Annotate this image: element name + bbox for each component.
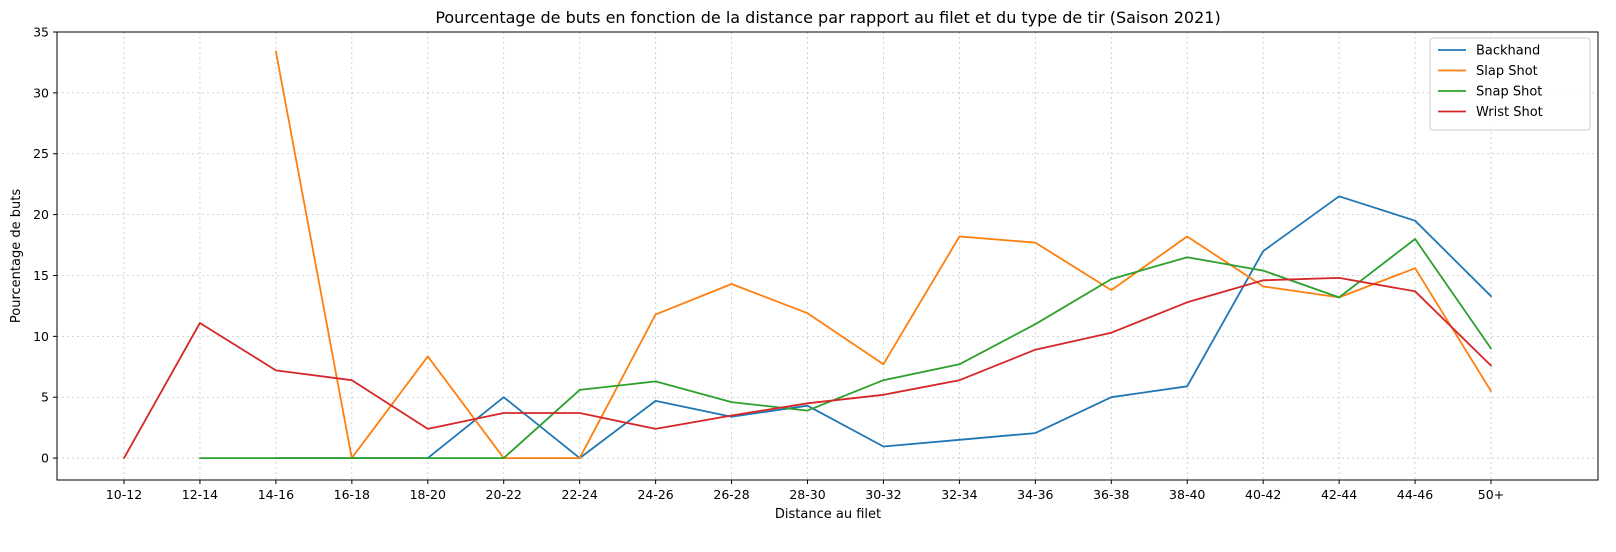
x-tick-label: 32-34	[941, 487, 977, 502]
x-tick-label: 16-18	[334, 487, 370, 502]
x-axis-label: Distance au filet	[775, 507, 881, 522]
y-tick-label: 30	[33, 85, 49, 100]
y-tick-label: 0	[41, 451, 49, 466]
legend-label-snap-shot: Snap Shot	[1476, 85, 1542, 100]
x-tick-label: 18-20	[410, 487, 446, 502]
x-tick-label: 10-12	[106, 487, 142, 502]
y-axis-label: Pourcentage de buts	[9, 189, 24, 323]
x-tick-label: 34-36	[1017, 487, 1053, 502]
series-lines	[123, 50, 1492, 460]
x-tick-label: 26-28	[713, 487, 749, 502]
x-tick-label: 50+	[1478, 487, 1504, 502]
series-line-snap-shot	[198, 238, 1492, 460]
x-tick-label: 42-44	[1321, 487, 1357, 502]
legend-label-wrist-shot: Wrist Shot	[1476, 105, 1543, 120]
series-line-slap-shot	[274, 50, 1492, 460]
x-tick-label: 40-42	[1245, 487, 1281, 502]
y-tick-label: 10	[33, 329, 49, 344]
plot-frame	[56, 31, 1599, 481]
legend-box	[1429, 37, 1591, 131]
x-tick-label: 24-26	[637, 487, 673, 502]
x-tick-label: 22-24	[562, 487, 598, 502]
legend-label-backhand: Backhand	[1476, 44, 1540, 59]
legend-label-slap-shot: Slap Shot	[1476, 64, 1538, 79]
x-tick-label: 30-32	[865, 487, 901, 502]
x-tick-label: 44-46	[1397, 487, 1433, 502]
x-tick-label: 38-40	[1169, 487, 1205, 502]
y-tick-label: 5	[41, 390, 49, 405]
x-tick-label: 36-38	[1093, 487, 1129, 502]
chart-title: Pourcentage de buts en fonction de la di…	[435, 8, 1220, 27]
x-tick-label: 28-30	[789, 487, 825, 502]
axis-ticks: 10-12 12-14 14-16 16-18 18-20 20-22 22-24 24-26…	[33, 25, 1504, 503]
series-line-wrist-shot	[123, 276, 1492, 460]
y-tick-label: 15	[33, 268, 49, 283]
y-tick-label: 20	[33, 207, 49, 222]
legend: Backhand Slap Shot Snap Shot Wrist Shot	[1429, 37, 1591, 131]
x-tick-label: 12-14	[182, 487, 218, 502]
y-tick-label: 25	[33, 146, 49, 161]
grid	[57, 31, 1598, 480]
x-tick-label: 20-22	[486, 487, 522, 502]
y-tick-label: 35	[33, 25, 49, 40]
x-tick-label: 14-16	[258, 487, 294, 502]
